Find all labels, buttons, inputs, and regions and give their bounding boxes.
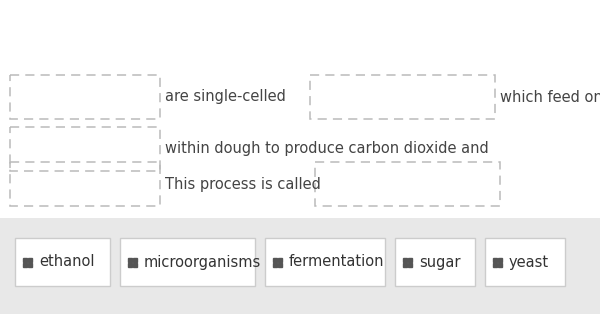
- Text: This process is called: This process is called: [165, 176, 321, 192]
- Text: which feed on the: which feed on the: [500, 89, 600, 105]
- Bar: [10, 75, 160, 119]
- Bar: [310, 75, 495, 119]
- Bar: [120, 238, 255, 286]
- Bar: [395, 238, 475, 286]
- Text: fermentation: fermentation: [289, 255, 385, 269]
- Text: ethanol: ethanol: [39, 255, 95, 269]
- Text: microorganisms: microorganisms: [144, 255, 261, 269]
- Text: yeast: yeast: [509, 255, 549, 269]
- Bar: [485, 238, 565, 286]
- Bar: [0, 0, 600, 218]
- Bar: [10, 127, 160, 171]
- Text: within dough to produce carbon dioxide and: within dough to produce carbon dioxide a…: [165, 142, 489, 156]
- Text: sugar: sugar: [419, 255, 461, 269]
- Bar: [265, 238, 385, 286]
- Text: are single-celled: are single-celled: [165, 89, 286, 105]
- Bar: [10, 162, 160, 206]
- Bar: [15, 238, 110, 286]
- Bar: [0, 218, 600, 314]
- Bar: [315, 162, 500, 206]
